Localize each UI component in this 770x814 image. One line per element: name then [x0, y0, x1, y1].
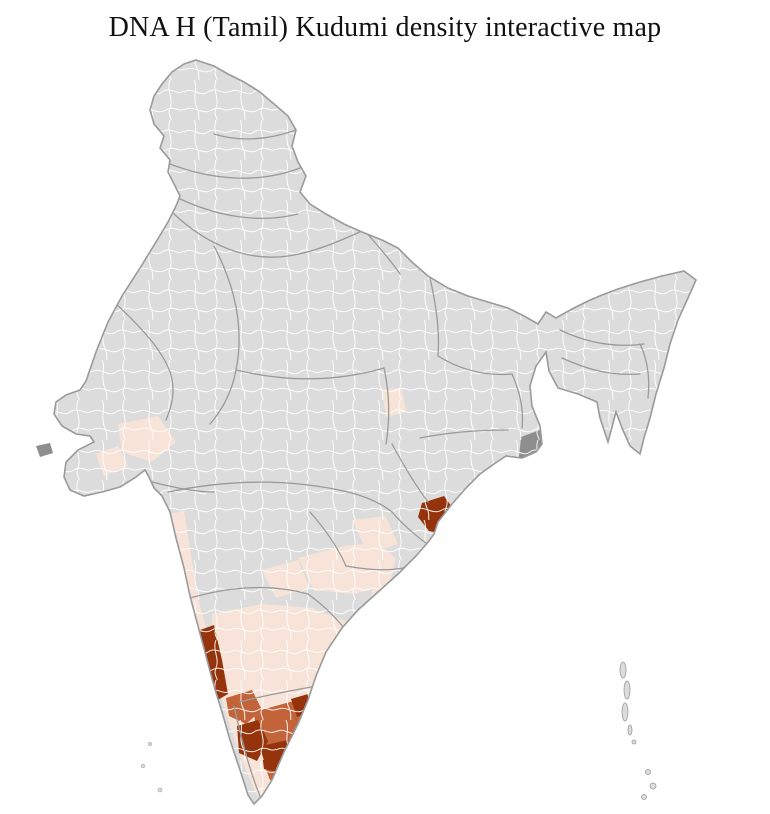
state-border-line [561, 357, 641, 376]
state-border-line [233, 705, 261, 797]
island[interactable] [627, 724, 633, 736]
state-border-line [213, 129, 297, 140]
state-border-line [391, 443, 429, 503]
state-border-line [167, 481, 393, 513]
state-border-line [309, 511, 347, 567]
state-border-line [169, 163, 301, 179]
island[interactable] [157, 787, 163, 793]
island[interactable] [623, 680, 631, 700]
state-border-line [189, 586, 309, 599]
state-border-line [383, 367, 390, 445]
island[interactable] [148, 742, 152, 746]
island[interactable] [649, 782, 657, 790]
state-border-line [177, 197, 299, 219]
state-border-line [209, 245, 240, 425]
island[interactable] [141, 764, 145, 768]
island-kutch-west[interactable] [36, 443, 53, 457]
island[interactable] [621, 702, 629, 722]
island[interactable] [641, 794, 647, 800]
state-border-line [419, 429, 509, 439]
district-tamil-nadu-east-coast[interactable] [302, 734, 332, 778]
state-border-line [111, 299, 174, 421]
islands-andaman-nicobar[interactable] [619, 661, 657, 800]
state-border-line [429, 277, 440, 357]
state-border-line [559, 329, 645, 346]
state-border-line [511, 373, 524, 429]
district-south-coastal-andhra[interactable] [336, 640, 366, 672]
page-title: DNA H (Tamil) Kudumi density interactive… [108, 12, 662, 43]
islands-lakshadweep[interactable] [141, 742, 163, 793]
state-border-line [639, 343, 650, 399]
island[interactable] [645, 769, 651, 775]
state-border-line [173, 213, 365, 258]
state-border-line [235, 367, 385, 380]
island[interactable] [631, 739, 637, 745]
state-border-line [437, 355, 513, 376]
island[interactable] [619, 661, 627, 679]
